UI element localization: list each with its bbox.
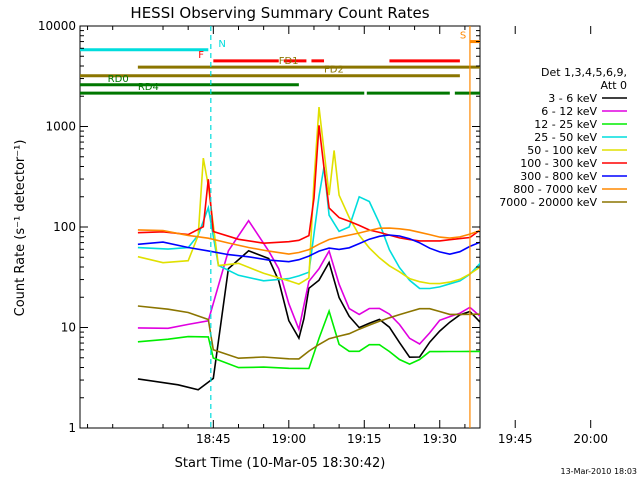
legend-label-6: 100 - 300 keV [520,157,597,170]
x-tick-label: 19:30 [422,432,457,446]
x-tick-label: 19:15 [347,432,382,446]
flag-label-rd4: RD4 [138,82,159,93]
series-layer [137,107,480,391]
x-tick-label: 19:45 [498,432,533,446]
legend-label-7: 300 - 800 keV [520,170,597,183]
chart-title: HESSI Observing Summary Count Rates [130,4,429,22]
y-axis-label: Count Rate (s⁻¹ detector⁻¹) [13,140,28,317]
series-line-1 [137,249,480,391]
legend-attenuator: Att 0 [601,79,627,92]
flag-layer [80,40,480,95]
y-tick-label: 100 [53,220,76,234]
legend-title: Det 1,3,4,5,6,9, [541,66,627,79]
legend-label-9: 7000 - 20000 keV [499,196,597,209]
y-tick-label: 1000 [45,120,76,134]
legend-label-8: 800 - 7000 keV [513,183,597,196]
legend-label-4: 25 - 50 keV [534,131,597,144]
series-line-3 [137,308,480,370]
flag-label-fd2: FD2 [324,65,344,76]
x-tick-label: 20:00 [573,432,608,446]
series-line-2 [137,219,480,346]
x-tick-label: 18:45 [196,432,231,446]
x-tick-label: 19:00 [272,432,307,446]
legend-label-2: 6 - 12 keV [541,105,597,118]
y-tick-label: 1 [68,421,76,435]
y-tick-label: 10 [61,321,76,335]
legend-label-3: 12 - 25 keV [534,118,597,131]
series-line-4 [137,166,480,290]
footer-date: 13-Mar-2010 18:03 [561,467,638,476]
flag-label-f: F [198,50,204,61]
legend-label-5: 50 - 100 keV [527,144,597,157]
flag-label-rd0: RD0 [108,74,129,85]
flag-label-n: N [218,39,225,50]
series-line-6 [137,125,480,245]
axis-layer: N S F FD1 FD2 RD0 RD4 18:45 19:00 19:15 19:30 19:45… [38,19,608,446]
marker-layer [210,26,471,428]
y-tick-label: 10000 [38,19,76,33]
flag-label-fd1: FD1 [279,56,299,67]
x-axis-label: Start Time (10-Mar-05 18:30:42) [175,456,386,471]
flag-label-s: S [460,31,466,42]
series-line-9 [137,305,480,360]
series-line-5 [137,107,480,285]
legend-label-1: 3 - 6 keV [548,92,597,105]
